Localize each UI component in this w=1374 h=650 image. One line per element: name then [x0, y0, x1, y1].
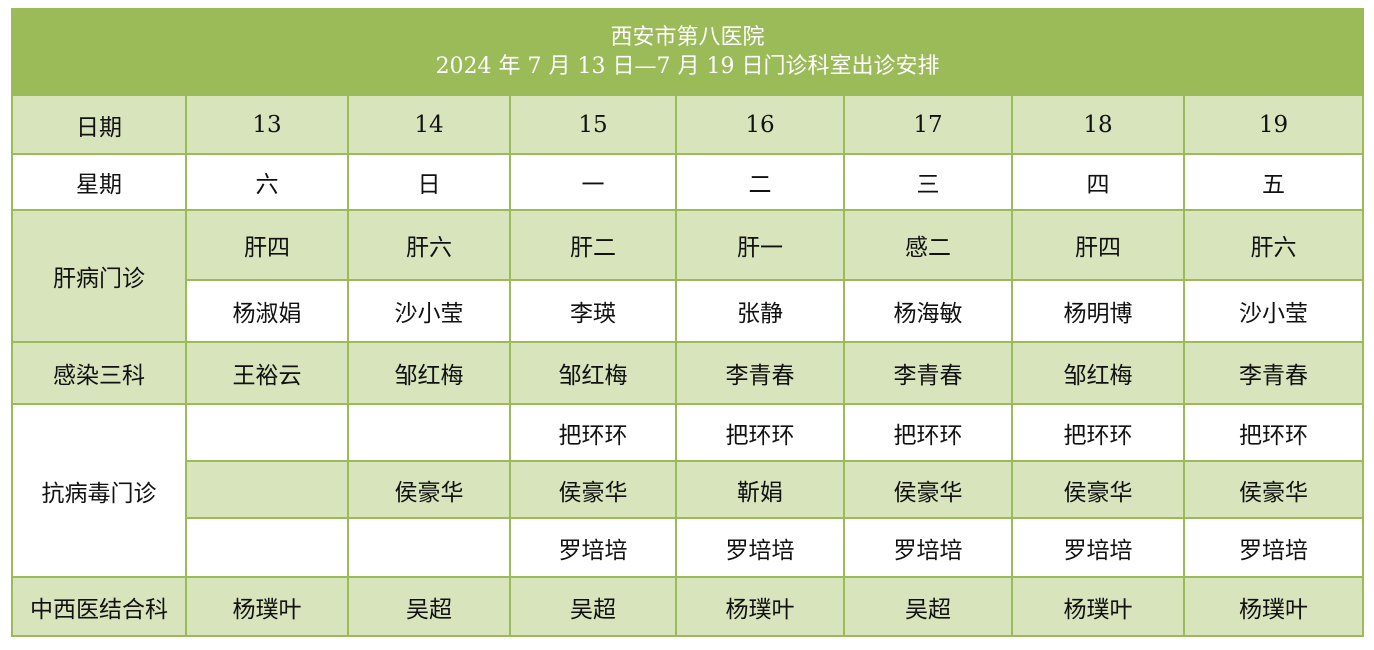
doctor-cell: 杨淑娟 — [185, 279, 349, 343]
row-label: 感染三科 — [11, 341, 187, 405]
date-cell: 16 — [675, 94, 845, 155]
row-label: 中西医结合科 — [11, 576, 187, 637]
doctor-cell: 罗培培 — [509, 517, 677, 578]
doctor-cell: 吴超 — [509, 576, 677, 637]
doctor-cell: 把环环 — [843, 403, 1013, 462]
doctor-cell: 吴超 — [347, 576, 511, 637]
antiviral-row-1: 抗病毒门诊 把环环 把环环 把环环 把环环 把环环 — [11, 403, 1365, 578]
doctor-cell — [185, 460, 349, 519]
weekday-row: 星期 六 日 一 二 三 四 五 — [11, 153, 1365, 211]
date-cell: 17 — [843, 94, 1013, 155]
doctor-cell: 侯豪华 — [509, 460, 677, 519]
doctor-cell: 把环环 — [509, 403, 677, 462]
weekday-cell: 六 — [185, 153, 349, 211]
doctor-cell: 邹红梅 — [1011, 341, 1185, 405]
doctor-cell: 把环环 — [1011, 403, 1185, 462]
room-cell: 肝四 — [1011, 209, 1185, 281]
doctor-cell — [185, 517, 349, 578]
room-cell: 肝一 — [675, 209, 845, 281]
weekday-cell: 日 — [347, 153, 511, 211]
antiviral-row-2: 侯豪华 侯豪华 靳娟 侯豪华 侯豪华 侯豪华 — [12, 460, 1365, 519]
weekday-cell: 一 — [509, 153, 677, 211]
doctor-cell: 李瑛 — [509, 279, 677, 343]
date-cell: 19 — [1182, 94, 1365, 155]
room-cell: 肝二 — [509, 209, 677, 281]
room-cell: 感二 — [843, 209, 1013, 281]
doctor-cell: 李青春 — [1182, 341, 1365, 405]
doctor-cell: 罗培培 — [1182, 517, 1365, 578]
date-row: 日期 13 14 15 16 17 18 19 — [11, 94, 1365, 155]
infection-row: 感染三科 王裕云 邹红梅 邹红梅 李青春 李青春 邹红梅 李青春 — [11, 341, 1365, 405]
doctor-cell: 王裕云 — [185, 341, 349, 405]
doctor-cell: 侯豪华 — [843, 460, 1013, 519]
doctor-cell: 沙小莹 — [1182, 279, 1365, 343]
schedule-period: 2024 年 7 月 13 日—7 月 19 日门诊科室出诊安排 — [435, 54, 940, 79]
doctor-cell: 吴超 — [843, 576, 1013, 637]
schedule-table: 西安市第八医院 2024 年 7 月 13 日—7 月 19 日门诊科室出诊安排… — [10, 8, 1365, 637]
row-label: 抗病毒门诊 — [11, 403, 187, 578]
date-cell: 15 — [509, 94, 677, 155]
liver-doctor-row: 杨淑娟 沙小莹 李瑛 张静 杨海敏 杨明博 沙小莹 — [12, 279, 1365, 343]
row-label: 肝病门诊 — [11, 209, 187, 343]
doctor-cell: 邹红梅 — [347, 341, 511, 405]
row-label: 日期 — [11, 94, 187, 155]
doctor-cell: 李青春 — [843, 341, 1013, 405]
room-cell: 肝六 — [347, 209, 511, 281]
doctor-cell: 侯豪华 — [1182, 460, 1365, 519]
doctor-cell — [347, 517, 511, 578]
doctor-cell — [347, 403, 511, 462]
liver-room-row: 肝病门诊 肝四 肝六 肝二 肝一 感二 肝四 肝六 — [11, 209, 1365, 343]
integrated-row: 中西医结合科 杨璞叶 吴超 吴超 杨璞叶 吴超 杨璞叶 杨璞叶 — [11, 576, 1365, 637]
doctor-cell: 罗培培 — [843, 517, 1013, 578]
doctor-cell: 把环环 — [675, 403, 845, 462]
weekday-cell: 三 — [843, 153, 1013, 211]
antiviral-row-3: 罗培培 罗培培 罗培培 罗培培 罗培培 — [12, 517, 1365, 578]
doctor-cell: 杨璞叶 — [1011, 576, 1185, 637]
doctor-cell: 侯豪华 — [1011, 460, 1185, 519]
doctor-cell: 杨璞叶 — [185, 576, 349, 637]
doctor-cell: 杨海敏 — [843, 279, 1013, 343]
room-cell: 肝四 — [185, 209, 349, 281]
weekday-cell: 五 — [1182, 153, 1365, 211]
doctor-cell: 杨明博 — [1011, 279, 1185, 343]
doctor-cell: 邹红梅 — [509, 341, 677, 405]
doctor-cell: 杨璞叶 — [675, 576, 845, 637]
doctor-cell: 罗培培 — [1011, 517, 1185, 578]
doctor-cell — [185, 403, 349, 462]
doctor-cell: 李青春 — [675, 341, 845, 405]
doctor-cell: 张静 — [675, 279, 845, 343]
room-cell: 肝六 — [1182, 209, 1365, 281]
doctor-cell: 罗培培 — [675, 517, 845, 578]
doctor-cell: 沙小莹 — [347, 279, 511, 343]
table-title: 西安市第八医院 2024 年 7 月 13 日—7 月 19 日门诊科室出诊安排 — [10, 8, 1365, 96]
hospital-name: 西安市第八医院 — [610, 25, 765, 50]
doctor-cell: 杨璞叶 — [1182, 576, 1365, 637]
weekday-cell: 二 — [675, 153, 845, 211]
row-label: 星期 — [11, 153, 187, 211]
doctor-cell: 侯豪华 — [347, 460, 511, 519]
date-cell: 13 — [185, 94, 349, 155]
date-cell: 18 — [1011, 94, 1185, 155]
doctor-cell: 把环环 — [1182, 403, 1365, 462]
date-cell: 14 — [347, 94, 511, 155]
doctor-cell: 靳娟 — [675, 460, 845, 519]
weekday-cell: 四 — [1011, 153, 1185, 211]
